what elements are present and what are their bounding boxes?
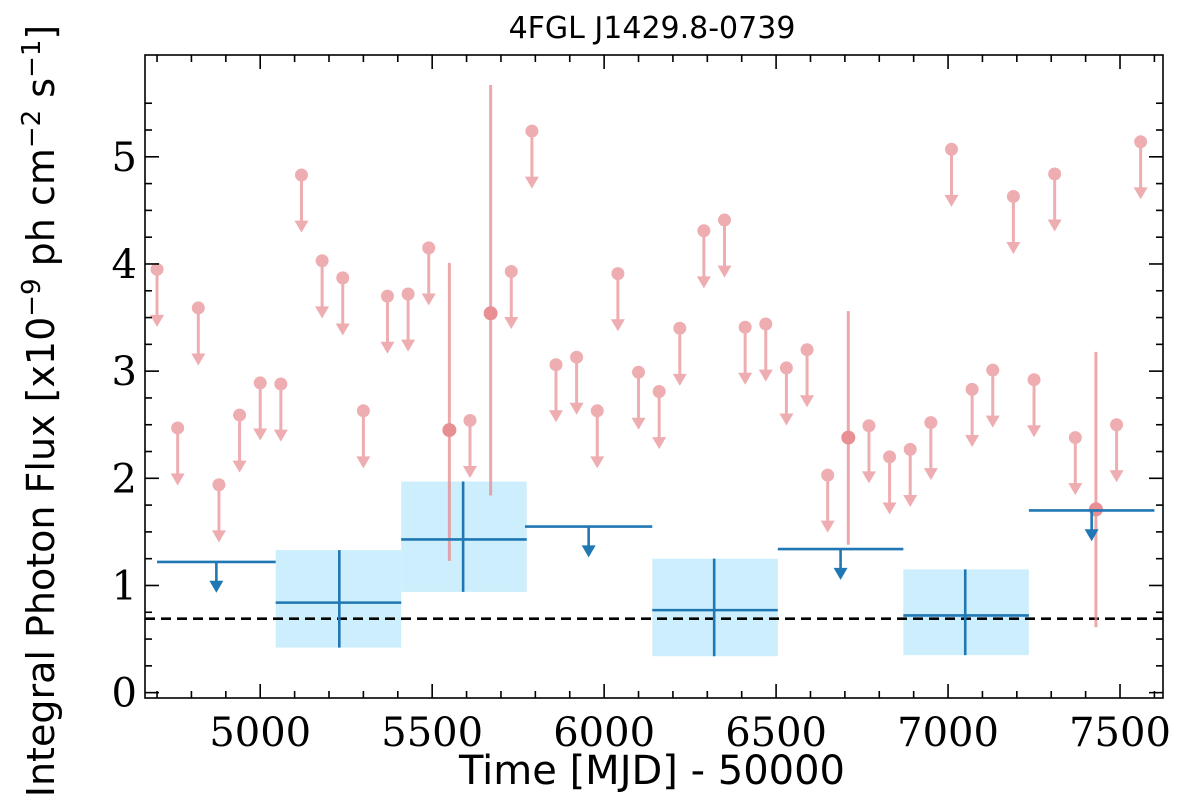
fine-upper-limit [1068,431,1083,496]
fine-upper-limit [610,267,625,332]
y-tick-label: 2 [112,456,137,502]
fine-upper-limit [170,421,185,486]
fine-upper-limit [1006,189,1021,255]
y-axis-label: Integral Photon Flux [x10−9 ph cm−2 s−1] [17,25,63,798]
coarse-upper-limit [525,525,653,558]
fine-upper-limit [380,289,395,354]
fine-upper-limit [356,404,371,469]
fine-binned-series [150,85,1148,628]
x-tick-label: 7000 [897,710,999,756]
fine-upper-limit [631,365,646,430]
fine-upper-limit [150,262,165,327]
coarse-binned-series [157,481,1155,657]
fine-upper-limit [191,301,206,366]
fine-upper-limit [401,287,416,352]
fine-upper-limit [421,241,436,306]
fine-upper-limit [273,377,288,442]
fine-upper-limit [315,254,330,319]
fine-upper-limit [800,343,815,408]
fine-upper-limit [569,350,584,415]
fine-upper-limit [738,320,753,385]
fine-upper-limit [923,416,938,481]
fine-upper-limit [652,385,667,450]
coarse-upper-limit [157,560,276,593]
fine-upper-limit [758,317,773,382]
y-tick-label: 3 [112,349,137,395]
fine-upper-limit [1047,167,1062,232]
y-tick-label: 0 [112,671,137,717]
fine-upper-limit [779,361,794,426]
fine-upper-limit [211,478,226,543]
coarse-detection-point [903,569,1029,656]
fine-upper-limit [696,224,711,289]
fine-upper-limit [253,376,268,441]
axis-ticks: 5000 5500 6000 6500 7000 7500 0 1 2 3 4 5 [112,55,1171,756]
fine-upper-limit [463,413,478,479]
coarse-detection-point [275,550,402,648]
fine-upper-limit [820,468,835,533]
x-tick-label: 7500 [1069,710,1171,756]
fine-upper-limit [717,213,732,278]
fine-detection-point [841,311,856,545]
fine-upper-limit [504,264,519,330]
x-tick-label: 5000 [209,710,311,756]
fine-detection-point [483,85,498,496]
coarse-bin-bands [275,481,1029,657]
fine-upper-limit [1027,373,1042,438]
y-tick-label: 1 [112,563,137,609]
fine-upper-limit [524,124,539,189]
fine-upper-limit [672,321,687,386]
fine-upper-limit [1133,135,1148,200]
y-tick-label: 4 [112,242,137,288]
coarse-upper-limit [777,547,904,580]
y-tick-label: 5 [112,135,137,181]
chart-title: 4FGL J1429.8-0739 [509,11,796,46]
fine-upper-limit [548,358,563,423]
x-axis-label: Time [MJD] - 50000 [458,748,845,794]
coarse-detection-point [652,558,778,657]
fine-upper-limit [232,408,247,473]
fine-upper-limit [590,404,605,469]
fine-upper-limit [335,271,350,336]
fine-upper-limit [1109,418,1124,483]
fine-upper-limit [944,142,959,207]
fine-upper-limit [882,450,897,515]
plot-frame [144,54,1164,699]
fine-upper-limit [985,363,1000,428]
fine-upper-limit [965,382,980,447]
fine-upper-limit [861,419,876,484]
fine-detection-point [442,262,457,561]
x-tick-label: 6500 [725,710,827,756]
fine-upper-limit [903,442,918,507]
coarse-detection-point [401,481,527,592]
fine-upper-limit [294,168,309,233]
x-tick-label: 5500 [381,710,483,756]
x-tick-label: 6000 [553,710,655,756]
coarse-upper-limit [1028,509,1155,542]
fine-detection-point [1088,351,1103,628]
